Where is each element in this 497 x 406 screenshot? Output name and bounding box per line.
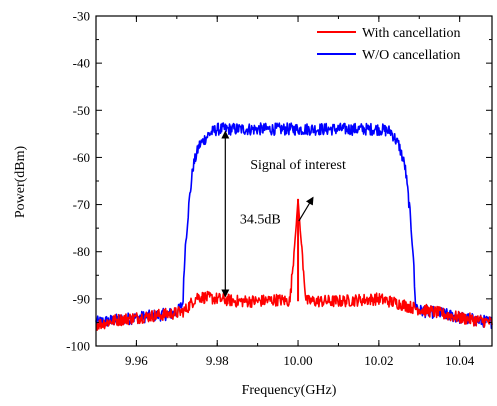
ticks: 9.96 9.98 10.00 10.02 10.04 -30 -40 -50 -60 -70 -8…	[66, 9, 492, 368]
annotations: 34.5dB Signal of interest	[221, 130, 346, 298]
annotation-34-5db: 34.5dB	[240, 212, 281, 227]
signal-arrow	[298, 196, 314, 222]
series-without-cancellation	[95, 122, 493, 330]
y-tick-label: -50	[73, 103, 90, 118]
plot-frame	[95, 15, 493, 347]
x-tick-label: 9.98	[206, 353, 229, 368]
axes	[95, 15, 493, 347]
y-tick-label: -40	[73, 56, 90, 71]
x-tick-label: 9.96	[125, 353, 148, 368]
x-tick-label: 10.00	[283, 353, 312, 368]
y-tick-label: -100	[66, 339, 90, 354]
series-with-cancellation	[95, 199, 493, 331]
y-axis-title: Power(dBm)	[13, 146, 28, 219]
annotation-signal-of-interest: Signal of interest	[250, 158, 346, 173]
x-tick-label: 10.04	[445, 353, 475, 368]
x-tick-label: 10.02	[364, 353, 393, 368]
legend: With cancellation W/O cancellation	[317, 26, 461, 63]
y-tick-label: -90	[73, 291, 90, 306]
plot-lines	[95, 122, 493, 331]
legend-label-without-cancellation: W/O cancellation	[362, 48, 460, 63]
legend-label-with-cancellation: With cancellation	[362, 26, 461, 41]
y-tick-label: -80	[73, 244, 90, 259]
y-tick-label: -30	[73, 9, 90, 24]
y-tick-label: -70	[73, 197, 90, 212]
x-axis-title: Frequency(GHz)	[242, 383, 337, 398]
y-tick-label: -60	[73, 150, 90, 165]
